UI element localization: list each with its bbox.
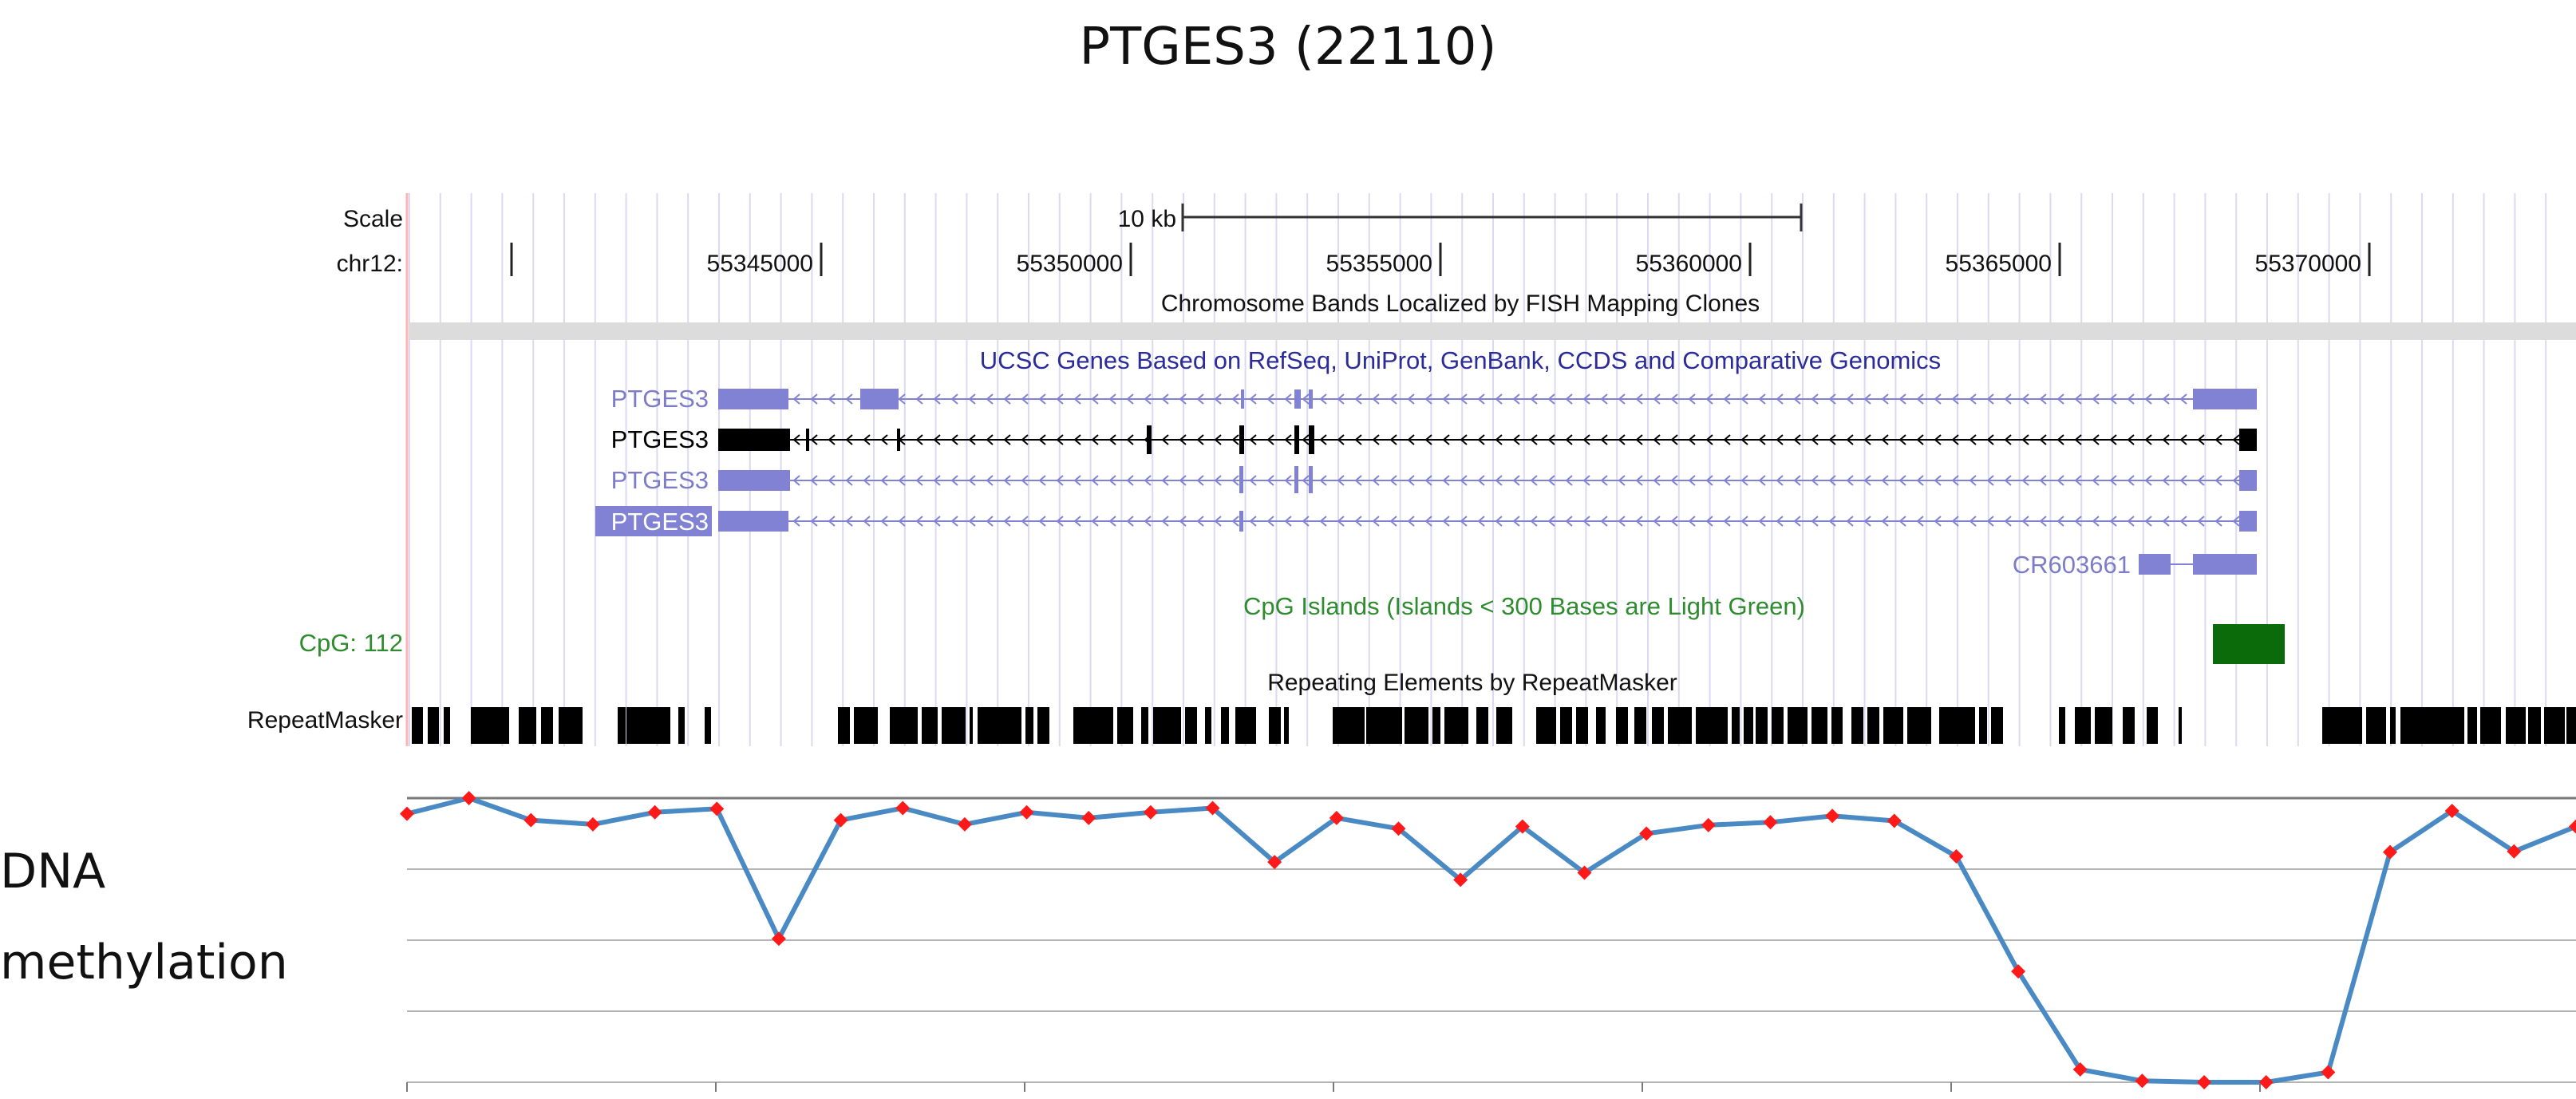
- gene-model-1[interactable]: PTGES3: [611, 385, 2257, 413]
- methylation-point-23: [1763, 815, 1778, 830]
- gene-1-strand-arrows: [792, 393, 2187, 405]
- methylation-point-6: [709, 801, 725, 816]
- gene-2-strand-arrows: [792, 434, 2240, 445]
- methylation-point-29: [2135, 1073, 2150, 1089]
- gene-label-2[interactable]: PTGES3: [611, 425, 709, 453]
- methylation-point-2: [461, 791, 476, 805]
- methylation-point-33: [2383, 844, 2398, 860]
- side-label-line2: methylation: [0, 935, 288, 990]
- methylation-point-27: [2011, 964, 2026, 979]
- position-label-2: 55355000: [1326, 251, 1432, 277]
- methylation-point-36: [2569, 819, 2576, 834]
- methylation-point-11: [1019, 804, 1034, 820]
- chrom-label: chr12:: [337, 251, 403, 277]
- repeat-track-title: Repeating Elements by RepeatMasker: [1267, 670, 1677, 696]
- methylation-point-13: [1143, 804, 1158, 820]
- methylation-point-25: [1887, 813, 1902, 828]
- methylation-point-15: [1267, 855, 1282, 870]
- methylation-point-8: [833, 812, 848, 828]
- scale-bar-label: 10 kb: [1118, 206, 1176, 232]
- position-label-1: 55350000: [1017, 251, 1123, 277]
- methylation-point-21: [1639, 826, 1654, 841]
- gene-label-4-highlight: [595, 506, 712, 536]
- methylation-point-24: [1825, 808, 1840, 824]
- methylation-point-10: [957, 816, 972, 832]
- gene-label-1[interactable]: PTGES3: [611, 385, 709, 413]
- gene-4-strand-arrows: [792, 516, 2240, 527]
- position-label-0: 55345000: [707, 251, 813, 277]
- gene-model-cr603661[interactable]: CR603661: [2013, 551, 2257, 579]
- cpg-track-title: CpG Islands (Islands < 300 Bases are Lig…: [1243, 592, 1805, 620]
- methylation-point-9: [895, 801, 911, 816]
- methylation-point-17: [1391, 821, 1406, 836]
- side-label-line1: DNA: [0, 844, 105, 899]
- position-label-5: 55370000: [2255, 251, 2361, 277]
- chart-x-ticks: [406, 1082, 2261, 1092]
- position-ticks: [510, 243, 2371, 276]
- methylation-series-points: [400, 791, 2576, 1089]
- gene-model-2[interactable]: PTGES3: [611, 425, 2257, 454]
- methylation-series-line: [406, 796, 2576, 1085]
- methylation-point-19: [1515, 819, 1530, 834]
- gene-label-4[interactable]: PTGES3: [611, 508, 709, 536]
- methylation-point-4: [585, 816, 600, 832]
- methylation-point-22: [1701, 817, 1716, 832]
- methylation-point-26: [1949, 848, 1964, 864]
- methylation-point-1: [400, 806, 414, 821]
- methylation-point-35: [2507, 844, 2522, 859]
- repeat-label: RepeatMasker: [247, 707, 403, 733]
- methylation-point-31: [2258, 1075, 2274, 1089]
- methylation-point-5: [647, 804, 662, 820]
- chart-gridlines: [407, 797, 2576, 1083]
- scale-label: Scale: [343, 206, 403, 232]
- position-label-3: 55360000: [1636, 251, 1742, 277]
- methylation-point-16: [1329, 810, 1344, 825]
- cpg-island[interactable]: [2213, 624, 2285, 664]
- bands-track-title: Chromosome Bands Localized by FISH Mappi…: [1161, 291, 1760, 317]
- figure-title: PTGES3 (22110): [1080, 18, 1497, 77]
- cpg-label: CpG: 112: [299, 629, 403, 657]
- repeat-elements: [412, 707, 2576, 744]
- methylation-point-18: [1453, 872, 1468, 888]
- methylation-point-20: [1577, 865, 1592, 880]
- methylation-point-14: [1205, 801, 1220, 816]
- methylation-point-28: [2072, 1061, 2088, 1077]
- gene-model-4[interactable]: PTGES3: [595, 506, 2257, 536]
- gene-3-strand-arrows: [792, 475, 2240, 486]
- methylation-point-30: [2197, 1075, 2212, 1089]
- methylation-point-3: [523, 812, 539, 828]
- browser-grid: [409, 193, 2547, 746]
- methylation-chart: [400, 791, 2576, 1092]
- methylation-point-32: [2321, 1065, 2336, 1080]
- gene-model-3[interactable]: PTGES3: [611, 466, 2257, 494]
- position-label-4: 55365000: [1946, 251, 2052, 277]
- genome-browser: Scale 10 kb chr12: 55345000 55350000 553…: [247, 193, 2576, 746]
- methylation-point-7: [771, 931, 786, 947]
- bands-track-bar: [409, 322, 2576, 340]
- methylation-point-12: [1081, 810, 1096, 825]
- gene-label-3[interactable]: PTGES3: [611, 466, 709, 494]
- scale-bar: [1181, 204, 1803, 231]
- methylation-point-34: [2444, 804, 2459, 819]
- cr-label[interactable]: CR603661: [2013, 551, 2131, 579]
- genes-track-title: UCSC Genes Based on RefSeq, UniProt, Gen…: [980, 346, 1941, 374]
